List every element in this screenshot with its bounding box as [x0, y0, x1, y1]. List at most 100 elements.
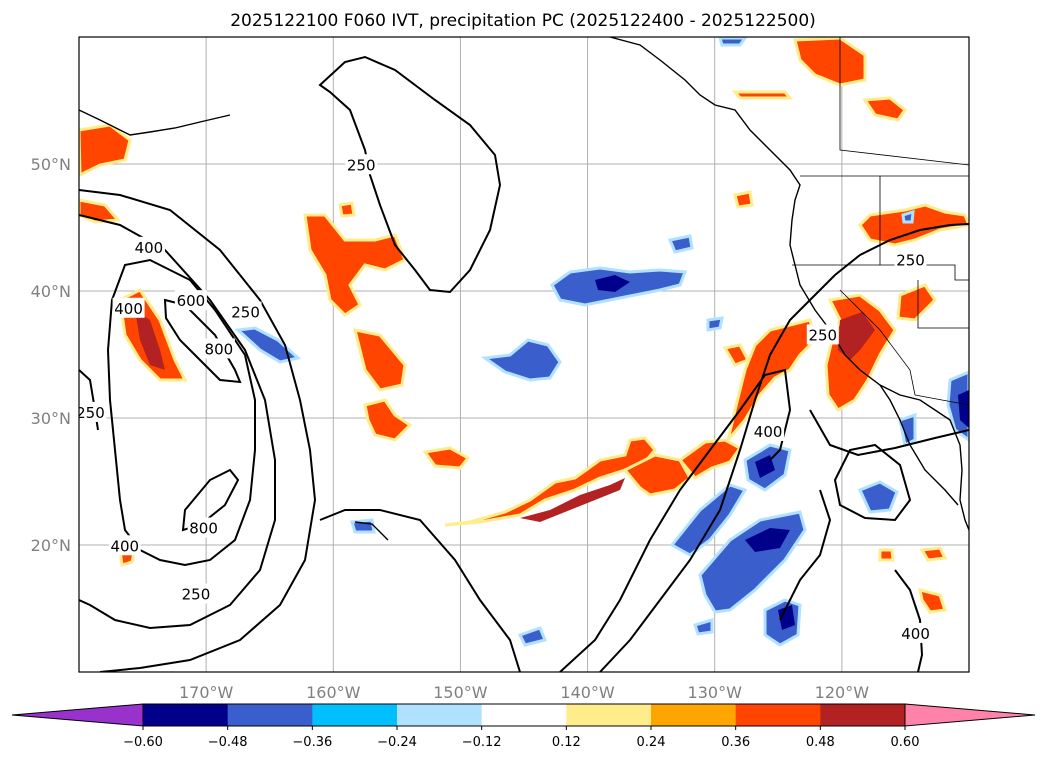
precip-positive-area [918, 587, 947, 614]
border-states [839, 289, 916, 396]
contour-label-background [187, 517, 220, 538]
latitude-labels: 50°N 40°N 30°N 20°N [31, 155, 71, 555]
contour-label-background [899, 622, 932, 643]
precip-positive-area [878, 548, 895, 562]
precip-negative-area [745, 528, 790, 552]
precip-negative-area [706, 316, 724, 332]
contour-label-background [108, 535, 141, 556]
latitude-label: 30°N [31, 409, 71, 428]
border-states [879, 176, 969, 281]
precip-negative-area [234, 326, 302, 364]
contour-label: 400 [114, 300, 143, 318]
precip-negative-area [480, 338, 562, 382]
ivt-contour-400 [559, 368, 792, 672]
contour-label-background [806, 324, 839, 345]
contour-label: 250 [808, 326, 837, 344]
contour-label-background [174, 290, 207, 311]
colorbar-segment [481, 704, 567, 726]
ivt-contour-250 [833, 443, 912, 522]
ivt-contour-250 [809, 409, 969, 457]
precip-positive-area [520, 478, 625, 522]
contour-label: 250 [896, 252, 925, 270]
contour-label: 250 [231, 304, 260, 322]
precip-negative-area [898, 412, 917, 448]
precip-negative-area [718, 37, 748, 47]
figure-title: 2025122100 F060 IVT, precipitation PC (2… [230, 11, 816, 31]
colorbar: −0.60 −0.48 −0.36 −0.24 −0.12 0.12 0.24 0.36 0.4… [11, 703, 1036, 750]
precip-negative-area [595, 275, 630, 292]
latitude-label: 20°N [31, 536, 71, 555]
precip-positive-area [858, 203, 969, 247]
precip-positive-area [422, 446, 471, 470]
precip-positive-area [363, 398, 413, 442]
precip-positive-area [444, 436, 657, 527]
longitude-labels: 170°W 160°W 150°W 140°W 130°W 120°W [179, 683, 869, 702]
ivt-contour-labels: 250 400 600 400 250 800 250 800 400 250 250 400 250 4… [76, 154, 932, 643]
precip-positive-area [793, 37, 867, 87]
border-canada [839, 37, 969, 166]
precipitation-shading [79, 37, 969, 647]
ivt-contour-250 [319, 509, 521, 672]
ivt-contour-400 [894, 569, 924, 672]
colorbar-segment [820, 704, 906, 726]
ivt-contour-800 [163, 298, 242, 384]
colorbar-segment [312, 704, 398, 726]
colorbar-segment [651, 704, 737, 726]
colorbar-tick-label: −0.24 [377, 735, 417, 750]
contour-label: 400 [110, 537, 139, 555]
colorbar-frame [142, 703, 906, 727]
colorbar-tick-label: 0.48 [806, 735, 835, 750]
ivt-contour-250 [318, 55, 502, 294]
colorbar-tick-label: −0.12 [462, 735, 502, 750]
coastline-north-america [609, 37, 969, 531]
border-states [917, 280, 969, 329]
latitude-label: 40°N [31, 282, 71, 301]
contour-label-background [79, 401, 107, 422]
precip-positive-area [896, 283, 937, 322]
precip-negative-area [517, 626, 548, 647]
colorbar-tick-label: 0.60 [891, 735, 920, 750]
colorbar-tick-label: −0.36 [292, 735, 332, 750]
colorbar-extend-low [11, 703, 144, 727]
longitude-label: 140°W [560, 683, 615, 702]
contour-label-background [202, 338, 235, 359]
contour-label-background [112, 297, 145, 318]
precip-positive-area [731, 90, 794, 100]
precip-negative-area [669, 483, 748, 557]
ivt-contour-250 [79, 189, 317, 672]
precip-negative-area [667, 234, 694, 254]
precip-negative-area [857, 480, 899, 514]
contour-label: 250 [182, 586, 211, 604]
contour-label: 800 [189, 519, 218, 537]
contour-label: 400 [754, 423, 783, 441]
longitude-label: 160°W [306, 683, 361, 702]
longitude-label: 150°W [433, 683, 488, 702]
colorbar-segment [566, 704, 652, 726]
ivt-contour-400 [79, 214, 276, 630]
longitude-label: 120°W [815, 683, 870, 702]
ivt-contour-800 [181, 468, 240, 532]
border-mexico [914, 394, 969, 406]
hawaii-islands [354, 521, 389, 541]
ivt-contour-250 [779, 489, 832, 621]
map-panel: 250 400 600 400 250 800 250 800 400 250 250 400 250 4… [76, 36, 970, 673]
ivt-contour-250 [599, 223, 969, 672]
colorbar-tick-label: −0.60 [123, 735, 163, 750]
contour-label-background [894, 249, 927, 270]
precip-positive-area [338, 201, 356, 218]
contour-label-background [229, 301, 262, 322]
contour-label: 250 [76, 404, 105, 422]
precip-positive-area [622, 453, 692, 497]
contour-label: 800 [205, 340, 234, 358]
contour-label-background [132, 236, 165, 257]
precip-positive-area [352, 328, 407, 392]
colorbar-extend-high [904, 703, 1036, 727]
precip-positive-area [733, 190, 754, 209]
latitude-label: 50°N [31, 155, 71, 174]
colorbar-segment [397, 704, 483, 726]
political-borders [792, 37, 969, 406]
colorbar-segment [735, 704, 821, 726]
colorbar-tick-label: 0.12 [552, 735, 581, 750]
precip-positive-area [838, 312, 875, 360]
